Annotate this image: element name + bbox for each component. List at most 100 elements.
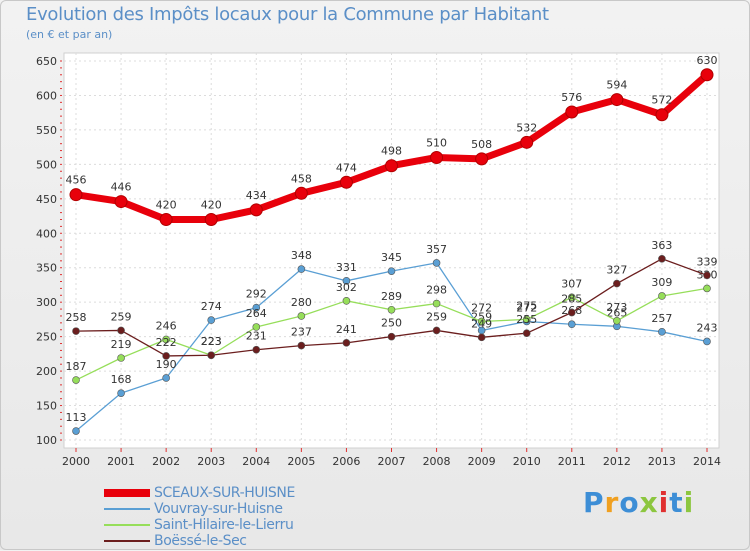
data-label: 257 (651, 312, 672, 325)
data-label: 363 (651, 239, 672, 252)
data-label: 572 (651, 94, 672, 107)
data-point (252, 323, 261, 331)
data-point (72, 427, 80, 435)
y-tick-label: 100 (36, 434, 57, 447)
data-label: 259 (471, 310, 492, 323)
x-tick-label: 2002 (152, 455, 180, 468)
data-point (72, 327, 80, 335)
data-point (342, 339, 351, 347)
data-point (342, 297, 351, 305)
data-point (339, 175, 353, 189)
data-point (162, 335, 170, 344)
data-label: 241 (336, 323, 357, 336)
y-tick-label: 250 (36, 331, 57, 344)
data-point (69, 188, 83, 202)
data-point (297, 341, 306, 350)
logo-letter: o (619, 486, 640, 519)
data-label: 285 (561, 293, 582, 306)
data-label: 259 (426, 310, 447, 323)
x-tick-label: 2007 (378, 455, 406, 468)
data-point (567, 293, 576, 302)
data-point (432, 299, 441, 308)
data-label: 307 (561, 277, 582, 290)
x-tick-label: 2006 (332, 455, 360, 468)
y-tick-label: 150 (36, 400, 57, 413)
data-label: 243 (697, 321, 718, 334)
data-point (252, 303, 261, 312)
data-label: 420 (156, 198, 177, 211)
logo-letter: i (683, 486, 695, 519)
data-point (475, 152, 489, 166)
data-label: 594 (606, 79, 627, 92)
x-tick-label: 2000 (62, 455, 90, 468)
y-tick-label: 500 (36, 158, 57, 171)
x-tick-label: 2003 (197, 455, 225, 468)
data-label: 345 (381, 251, 402, 264)
x-tick-label: 2013 (648, 455, 676, 468)
y-tick-label: 600 (36, 89, 57, 102)
data-label: 190 (156, 358, 177, 371)
data-label: 348 (291, 249, 312, 262)
data-label: 331 (336, 261, 357, 274)
legend-label: SCEAUX-SUR-HUISNE (154, 485, 295, 501)
data-label: 187 (66, 360, 87, 373)
legend-swatch (104, 540, 150, 542)
data-point (294, 186, 308, 200)
x-tick-label: 2012 (603, 455, 631, 468)
chart-title: Evolution des Impôts locaux pour la Comm… (26, 4, 549, 25)
data-point (117, 389, 125, 397)
data-label: 222 (156, 336, 177, 349)
data-label: 273 (606, 301, 627, 314)
data-point (387, 305, 396, 314)
data-label: 298 (426, 284, 447, 297)
data-label: 272 (516, 301, 537, 314)
data-label: 420 (201, 198, 222, 211)
data-point (430, 150, 444, 164)
data-label: 458 (291, 172, 312, 185)
data-point (117, 326, 125, 335)
data-point (204, 212, 218, 226)
x-tick-label: 2004 (242, 455, 270, 468)
data-label: 292 (246, 288, 267, 301)
data-point (703, 271, 711, 280)
data-point (207, 351, 216, 360)
data-label: 357 (426, 243, 447, 256)
y-tick-label: 400 (36, 227, 57, 240)
data-label: 272 (471, 301, 492, 314)
data-label: 223 (201, 335, 222, 348)
data-point (567, 320, 576, 329)
data-label: 264 (246, 307, 267, 320)
y-tick-label: 300 (36, 296, 57, 309)
legend-swatch (104, 508, 150, 510)
data-point (658, 254, 666, 263)
legend-swatch (104, 524, 150, 526)
logo-letter: i (658, 486, 670, 519)
y-tick-label: 350 (36, 262, 57, 275)
data-label: 456 (66, 174, 87, 187)
logo-letter: t (669, 486, 684, 519)
data-point (297, 312, 306, 320)
x-tick-label: 2008 (423, 455, 451, 468)
x-tick-label: 2001 (107, 455, 135, 468)
data-point (565, 105, 579, 119)
y-tick-label: 450 (36, 193, 57, 206)
x-tick-label: 2014 (693, 455, 721, 468)
data-point (703, 284, 711, 293)
logo-letter: r (604, 486, 620, 519)
legend-label: Saint-Hilaire-le-Lierru (154, 517, 294, 533)
data-label: 219 (111, 338, 132, 351)
x-tick-label: 2005 (287, 455, 315, 468)
data-point (613, 279, 621, 288)
data-point (522, 315, 531, 324)
data-point (297, 265, 306, 273)
data-label: 309 (651, 276, 672, 289)
data-label: 474 (336, 161, 357, 174)
data-point (387, 267, 396, 275)
data-point (658, 292, 666, 300)
data-label: 249 (471, 317, 492, 330)
data-label: 434 (246, 189, 267, 202)
data-label: 258 (66, 311, 87, 324)
data-point (387, 332, 396, 341)
data-label: 246 (156, 319, 177, 332)
